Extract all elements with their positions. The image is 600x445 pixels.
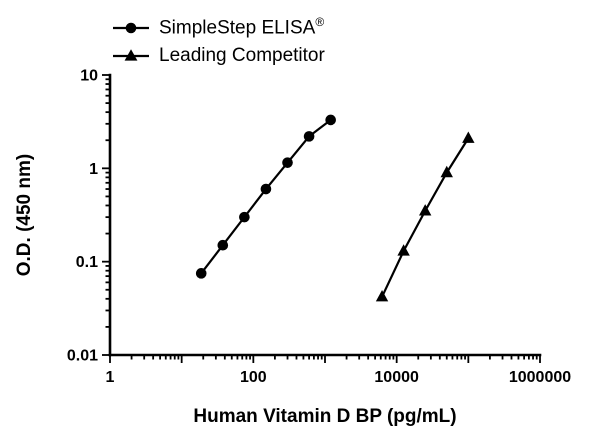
tick-labels: 1 100 10000 1000000 0.01 0.1 1 10 [67,68,571,387]
x-tick-label: 1000000 [509,369,571,386]
y-tick-label: 1 [89,161,98,178]
circle-marker-icon [113,22,149,33]
data-point-circle [325,114,336,126]
legend-label-simplestep: SimpleStep ELISA® [159,15,324,39]
data-point-triangle [418,204,432,216]
x-axis-title: Human Vitamin D BP (pg/mL) [193,406,457,427]
legend-text: SimpleStep ELISA [159,17,316,39]
data-point-triangle [462,131,475,143]
legend-text: Leading Competitor [159,44,325,66]
y-tick-label: 0.1 [76,254,98,271]
data-point-circle [282,157,293,168]
data-point-triangle [397,244,410,256]
data-point-circle [239,211,250,223]
data-point-triangle [375,290,389,302]
triangle-marker-icon [113,48,149,61]
registered-mark: ® [315,15,325,30]
series-leading-competitor [375,131,475,302]
legend-label-competitor: Leading Competitor [159,45,325,67]
y-tick-label: 10 [80,68,98,85]
series-line [381,137,470,298]
legend-item-competitor: Leading Competitor [112,42,325,69]
axis-ticks [102,74,541,363]
data-point-circle [195,268,207,279]
x-tick-label: 10000 [374,369,419,386]
y-axis-title: O.D. (450 nm) [14,153,35,277]
data-point-circle [303,131,315,142]
data-point-circle [260,183,272,195]
chart-legend: SimpleStep ELISA® Leading Competitor [112,14,325,69]
axes [108,73,542,357]
series-simplestep-elisa [195,114,336,279]
data-point-triangle [440,165,453,178]
series-line [200,119,332,274]
x-tick-label: 100 [240,369,267,386]
data-point-circle [217,239,229,251]
y-tick-label: 0.01 [67,348,98,365]
x-tick-label: 1 [106,369,115,386]
legend-item-simplestep: SimpleStep ELISA® [112,14,325,41]
